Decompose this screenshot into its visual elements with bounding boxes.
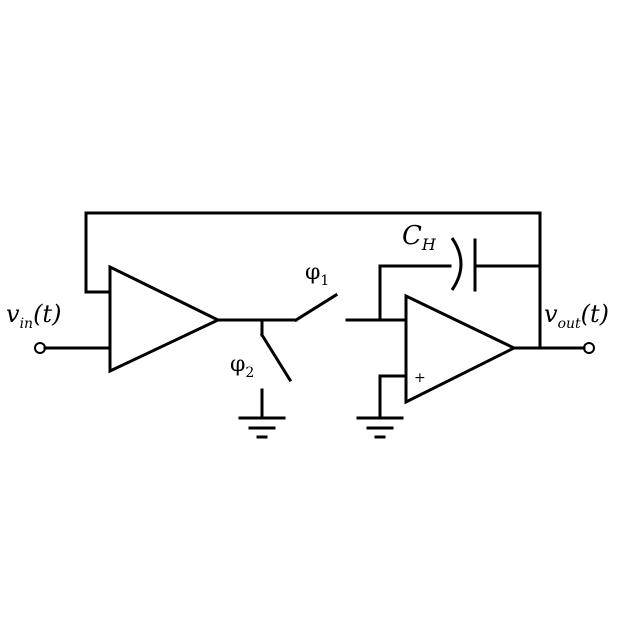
- phi2-switch-blade: [259, 332, 293, 383]
- phi2-label-sub: 2: [245, 365, 254, 381]
- vout-label-sub: out: [558, 316, 581, 332]
- cap-label-main: C: [402, 221, 422, 251]
- vout-terminal: [583, 342, 595, 354]
- phi1-label-sub: 1: [320, 273, 329, 289]
- amp1-triangle: [108, 264, 222, 374]
- vout-label-main: v: [544, 300, 558, 328]
- amp2-plus-sign: +: [414, 370, 426, 386]
- phi1-switch-blade: [293, 292, 339, 323]
- cap-curved-plate: [450, 237, 463, 291]
- cap-left-wire: [378, 264, 452, 322]
- vin-label-sub: in: [20, 316, 34, 332]
- vout-label: vout(t): [544, 300, 609, 332]
- vin-label-main: v: [6, 300, 20, 328]
- phi1-label: φ1: [305, 260, 329, 289]
- vout-label-arg: (t): [581, 300, 609, 328]
- amp2-triangle: [404, 293, 518, 405]
- phi2-label-main: φ: [230, 352, 245, 377]
- cap-label: CH: [402, 221, 437, 254]
- phi1-label-main: φ: [305, 260, 320, 285]
- cap-label-sub: H: [421, 235, 437, 254]
- vin-label: vin(t): [6, 300, 61, 332]
- feedback-wire: [84, 211, 542, 350]
- phi2-label: φ2: [230, 352, 254, 381]
- vin-label-arg: (t): [33, 300, 61, 328]
- amp2-ground-wire: [378, 374, 408, 420]
